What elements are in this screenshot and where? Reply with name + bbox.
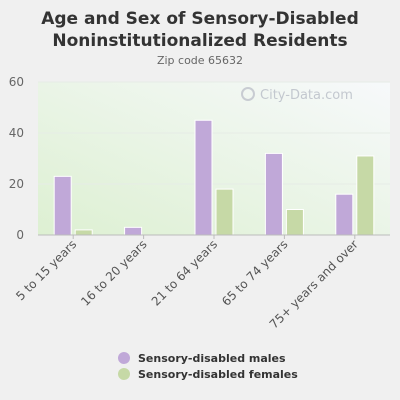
bars [53,119,375,236]
chart-title: Age and Sex of Sensory-Disabled Noninsti… [0,8,400,52]
bar-males [53,175,72,236]
legend-swatch-females [118,368,130,380]
gridlines [38,81,390,185]
legend: Sensory-disabled males Sensory-disabled … [118,350,298,382]
y-tick-label: 60 [9,75,24,89]
legend-item-males: Sensory-disabled males [118,350,298,366]
x-tick-label: 5 to 15 years [13,237,79,303]
y-tick-label: 0 [16,228,24,242]
bar-females [285,209,304,236]
x-tick-label: 65 to 74 years [219,237,290,308]
watermark-icon [241,87,255,101]
bar-males [124,226,143,236]
y-tick-label: 20 [9,177,24,191]
chart-subtitle: Zip code 65632 [156,54,244,67]
legend-label-males: Sensory-disabled males [138,351,286,365]
watermark: City-Data.com [241,87,353,103]
legend-swatch-males [118,352,130,364]
plot-area [38,82,390,235]
legend-label-females: Sensory-disabled females [138,367,298,381]
bar-females [356,155,375,236]
chart-title-line-1: Age and Sex of Sensory-Disabled [41,9,359,29]
x-tick-label: 21 to 64 years [149,237,220,308]
bar-males [264,152,283,236]
bar-females [74,229,93,236]
y-tick-label: 40 [9,126,24,140]
x-tick-label: 16 to 20 years [78,237,149,308]
bar-males [335,193,354,236]
watermark-text: City-Data.com [260,88,353,103]
bar-females [215,188,234,236]
bar-males [194,119,213,236]
y-axis: 0 20 40 60 [9,75,24,242]
chart-title-line-2: Noninstitutionalized Residents [52,31,348,51]
legend-item-females: Sensory-disabled females [118,366,298,382]
